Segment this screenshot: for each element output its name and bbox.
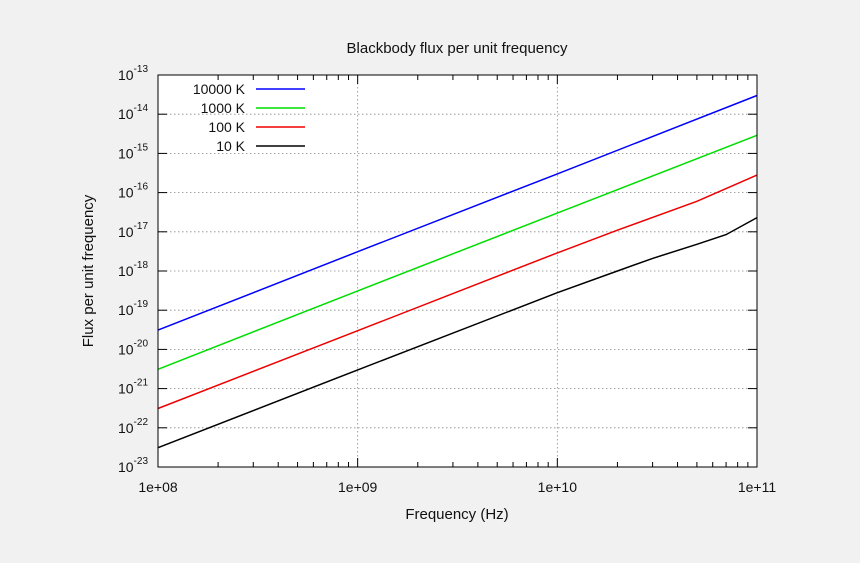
chart-title: Blackbody flux per unit frequency: [347, 40, 568, 57]
x-tick-label: 1e+09: [338, 479, 378, 495]
series-line-2: [157, 174, 758, 410]
grid: [158, 75, 757, 467]
legend-label: 100 K: [208, 119, 245, 135]
y-tick-labels: 10-13 10-14 10-15 10-16 10-17 10-18 10-19 10-20…: [118, 64, 148, 475]
y-axis-label: Flux per unit frequency: [80, 194, 97, 347]
series-line-1: [157, 134, 758, 370]
x-tick-label: 1e+11: [738, 479, 776, 495]
y-tick-label: 10-22: [118, 417, 148, 436]
y-tick-label: 10-16: [118, 182, 148, 201]
y-tick-label: 10-18: [118, 260, 148, 279]
plot-area: [157, 74, 758, 468]
y-tick-label: 10-15: [118, 142, 148, 161]
plot-frame: [157, 74, 758, 468]
x-tick-label: 1e+10: [538, 479, 578, 495]
x-tick-labels: 1e+08 1e+09 1e+10 1e+11: [138, 479, 776, 495]
legend-label: 10 K: [216, 138, 245, 154]
x-axis-label: Frequency (Hz): [405, 506, 508, 523]
legend-label: 1000 K: [201, 100, 246, 116]
y-tick-label: 10-17: [118, 221, 148, 240]
series-line-0: [157, 94, 758, 331]
y-tick-label: 10-21: [118, 378, 148, 397]
series-line-3: [157, 216, 758, 449]
legend-label: 10000 K: [193, 81, 246, 97]
y-tick-label: 10-19: [118, 299, 148, 318]
series-lines: [157, 94, 758, 449]
y-tick-label: 10-13: [118, 64, 148, 83]
y-tick-label: 10-14: [118, 103, 148, 122]
x-tick-label: 1e+08: [138, 479, 178, 495]
legend: 10000 K 1000 K 100 K 10 K: [193, 81, 305, 154]
y-tick-label: 10-23: [118, 456, 148, 475]
y-tick-label: 10-20: [118, 338, 148, 357]
